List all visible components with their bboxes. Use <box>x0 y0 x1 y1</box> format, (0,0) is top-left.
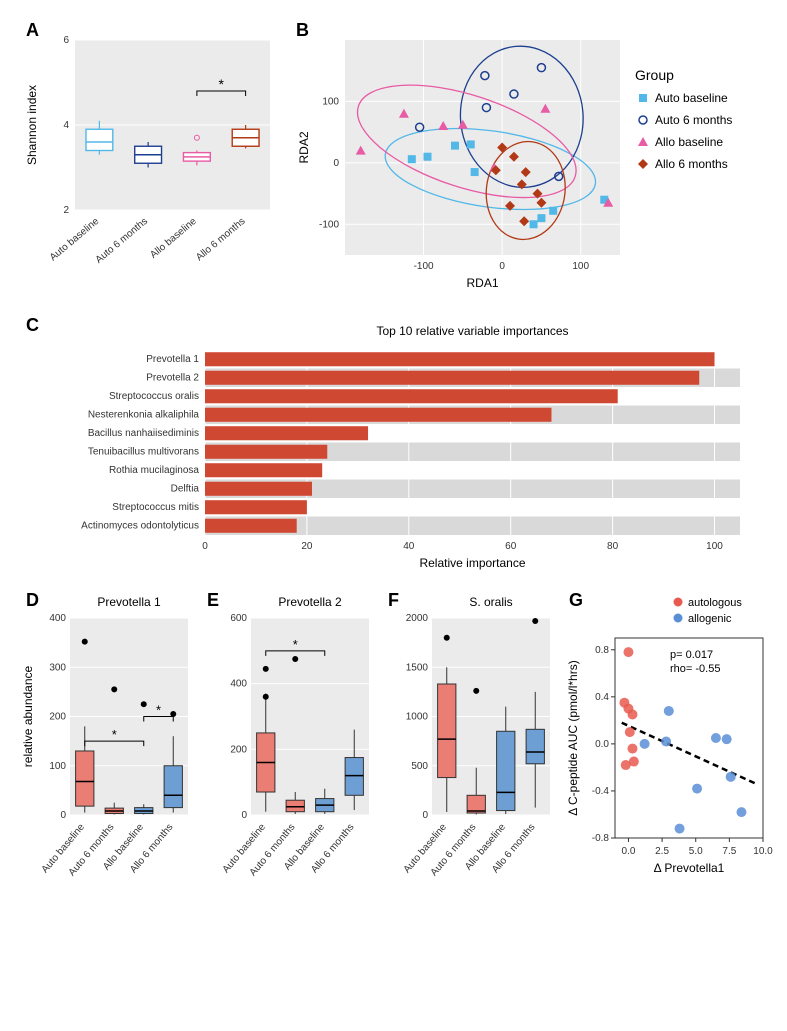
svg-text:500: 500 <box>411 761 428 772</box>
svg-text:Auto baseline: Auto baseline <box>655 91 728 105</box>
panel-c-label: C <box>26 315 39 336</box>
svg-text:*: * <box>112 727 117 742</box>
svg-text:Prevotella 2: Prevotella 2 <box>146 373 199 384</box>
svg-text:autologous: autologous <box>688 597 742 609</box>
svg-text:2.5: 2.5 <box>655 846 669 857</box>
svg-text:100: 100 <box>572 261 589 272</box>
svg-text:Prevotella 2: Prevotella 2 <box>278 595 342 609</box>
panel-a: A 246Shannon indexAuto baselineAuto 6 mo… <box>20 20 280 305</box>
svg-text:7.5: 7.5 <box>722 846 736 857</box>
svg-text:Relative importance: Relative importance <box>419 556 525 570</box>
svg-text:20: 20 <box>301 541 313 552</box>
panel-b: B -100 0 100 -100 0 100 RDA1 RDA2 Group Auto base… <box>290 20 770 305</box>
svg-text:Auto 6 months: Auto 6 months <box>94 216 150 266</box>
bottom-row: D Prevotella 1 0 100 200 300 400 relative abun… <box>20 590 770 935</box>
svg-text:Streptococcus mitis: Streptococcus mitis <box>112 502 199 513</box>
svg-text:Δ C-peptide AUC (pmol/l*hrs): Δ C-peptide AUC (pmol/l*hrs) <box>566 660 580 815</box>
svg-text:Tenuibacillus multivorans: Tenuibacillus multivorans <box>88 447 199 458</box>
svg-text:Allo 6 months: Allo 6 months <box>194 216 247 263</box>
panel-d-svg: Prevotella 1 0 100 200 300 400 relative abunda… <box>20 590 195 930</box>
svg-text:-100: -100 <box>319 219 339 230</box>
svg-text:400: 400 <box>230 679 247 690</box>
panel-g: G autologous allogenic 0.0 2.5 5.0 7.5 10.0 -0.… <box>563 590 773 935</box>
svg-text:0.0: 0.0 <box>595 739 609 750</box>
panel-c: C Top 10 relative variable importances 0 2… <box>20 315 770 580</box>
svg-text:Prevotella 1: Prevotella 1 <box>97 595 161 609</box>
panel-b-svg: -100 0 100 -100 0 100 RDA1 RDA2 Group Auto baseli… <box>290 20 770 300</box>
svg-text:Δ Prevotella1: Δ Prevotella1 <box>654 861 725 875</box>
svg-text:600: 600 <box>230 613 247 624</box>
panel-a-label: A <box>26 20 39 41</box>
panel-g-label: G <box>569 590 583 611</box>
svg-text:1500: 1500 <box>406 662 429 673</box>
svg-text:200: 200 <box>49 712 66 723</box>
panel-e-label: E <box>207 590 219 611</box>
svg-text:200: 200 <box>230 744 247 755</box>
svg-text:100: 100 <box>706 541 723 552</box>
svg-text:Rothia mucilaginosa: Rothia mucilaginosa <box>109 465 199 476</box>
svg-text:Prevotella 1: Prevotella 1 <box>146 354 199 365</box>
svg-text:80: 80 <box>607 541 619 552</box>
svg-text:rho= -0.55: rho= -0.55 <box>670 663 720 675</box>
svg-text:0: 0 <box>202 541 208 552</box>
svg-text:0: 0 <box>422 810 428 821</box>
panel-c-svg: Top 10 relative variable importances 0 20 4… <box>20 315 767 575</box>
svg-text:0: 0 <box>499 261 505 272</box>
svg-text:100: 100 <box>322 96 339 107</box>
svg-text:Group: Group <box>635 67 674 83</box>
svg-text:Allo 6 months: Allo 6 months <box>655 157 728 171</box>
svg-text:*: * <box>293 637 298 652</box>
panel-d: D Prevotella 1 0 100 200 300 400 relative abun… <box>20 590 195 935</box>
svg-text:-100: -100 <box>414 261 434 272</box>
figure-grid: A 2 4 6 Shannon index Auto baseline Auto 6 mo… <box>20 20 767 935</box>
svg-text:6: 6 <box>63 35 69 46</box>
panel-f-label: F <box>388 590 399 611</box>
svg-text:0.0: 0.0 <box>622 846 636 857</box>
svg-text:2: 2 <box>63 205 69 216</box>
panel-e: E Prevotella 20200400600Auto baselineAut… <box>201 590 376 935</box>
svg-text:4: 4 <box>63 120 69 131</box>
svg-text:60: 60 <box>505 541 517 552</box>
panel-f-svg: S. oralis0500100015002000Auto baselineAu… <box>382 590 557 930</box>
svg-text:0: 0 <box>60 810 66 821</box>
svg-text:10.0: 10.0 <box>753 846 773 857</box>
svg-text:Streptococcus oralis: Streptococcus oralis <box>109 391 199 402</box>
svg-text:Top 10 relative variable impor: Top 10 relative variable importances <box>376 324 568 338</box>
svg-text:0.8: 0.8 <box>595 645 609 656</box>
svg-text:0.4: 0.4 <box>595 692 609 703</box>
panel-g-svg: autologous allogenic 0.0 2.5 5.0 7.5 10.0 -0.8 -… <box>563 590 773 930</box>
svg-text:2000: 2000 <box>406 613 429 624</box>
panel-f: F S. oralis0500100015002000Auto baseline… <box>382 590 557 935</box>
panel-d-label: D <box>26 590 39 611</box>
svg-text:-0.8: -0.8 <box>592 833 610 844</box>
svg-text:-0.4: -0.4 <box>592 786 610 797</box>
panel-a-svg: 246Shannon indexAuto baselineAuto 6 mont… <box>20 20 280 300</box>
panel-b-label: B <box>296 20 309 41</box>
panel-e-svg: Prevotella 20200400600Auto baselineAuto … <box>201 590 376 930</box>
svg-text:RDA2: RDA2 <box>297 131 311 163</box>
svg-text:RDA1: RDA1 <box>466 276 498 290</box>
svg-text:relative abundance: relative abundance <box>21 665 35 767</box>
svg-text:Actinomyces odontolyticus: Actinomyces odontolyticus <box>81 521 199 532</box>
svg-text:allogenic: allogenic <box>688 613 732 625</box>
svg-text:100: 100 <box>49 761 66 772</box>
svg-text:Allo baseline: Allo baseline <box>655 135 723 149</box>
svg-text:1000: 1000 <box>406 712 429 723</box>
svg-text:S. oralis: S. oralis <box>469 595 512 609</box>
svg-text:Delftia: Delftia <box>171 484 200 495</box>
svg-text:*: * <box>156 703 161 718</box>
svg-text:40: 40 <box>403 541 415 552</box>
svg-text:Bacillus nanhaiisediminis: Bacillus nanhaiisediminis <box>88 428 199 439</box>
svg-text:Allo baseline: Allo baseline <box>148 216 199 261</box>
svg-text:Nesterenkonia alkaliphila: Nesterenkonia alkaliphila <box>88 410 200 421</box>
svg-text:Shannon index: Shannon index <box>25 85 39 165</box>
svg-text:400: 400 <box>49 613 66 624</box>
svg-text:*: * <box>219 76 225 92</box>
svg-text:0: 0 <box>241 810 247 821</box>
svg-text:p= 0.017: p= 0.017 <box>670 649 713 661</box>
svg-text:300: 300 <box>49 662 66 673</box>
svg-text:5.0: 5.0 <box>689 846 703 857</box>
svg-text:0: 0 <box>333 158 339 169</box>
svg-text:Auto 6 months: Auto 6 months <box>655 113 732 127</box>
